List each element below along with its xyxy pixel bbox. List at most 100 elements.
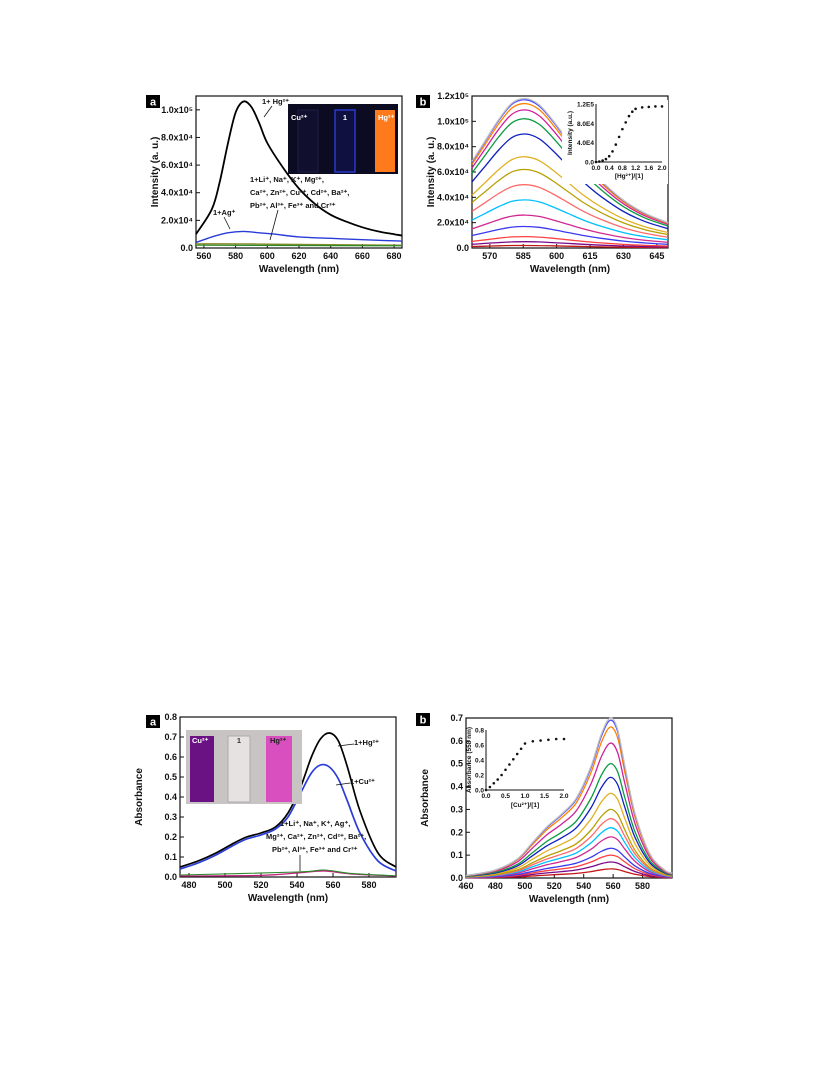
inset-x-tick-label: 1.2	[631, 165, 640, 172]
inset-data-point	[515, 752, 519, 756]
titration-curve	[471, 156, 669, 234]
figures.2.chart_data-x-axis-label: Wavelength (nm)	[248, 893, 328, 904]
inset-data-point	[562, 737, 566, 741]
series-line-hg	[195, 100, 403, 237]
inset-data-point	[508, 763, 511, 766]
figures.3.chart_data-x-tick-label: 560	[606, 881, 621, 891]
inset-x-tick-label: 0.5	[501, 793, 510, 800]
photo-label-cu: Cu²⁺	[192, 736, 208, 745]
inset-titration-cu: 0.0 0.5 1.0 1.5 2.0 0.0 0.2 0.4 0.6 0.8 [Cu²⁺]/[1]…	[466, 727, 569, 809]
panel-label-b: b	[420, 97, 427, 109]
figures.2.chart_data-x-tick-label: 540	[289, 880, 304, 890]
inset-data-point	[519, 747, 523, 751]
titration-curve	[465, 762, 673, 877]
series-line-baseline-green	[179, 869, 397, 877]
inset-y-tick-label: 8.0E4	[577, 121, 594, 128]
titration-curve	[465, 792, 673, 878]
figures.3.chart_data-y-tick-label: 0.1	[450, 850, 463, 860]
figures.0.chart_data-y-tick-label: 0.0	[180, 243, 193, 253]
inset-data-point	[598, 160, 601, 163]
figures.0.chart_data-y-tick-label: 2.0x10⁴	[161, 215, 193, 225]
inset-y-axis-label: Intensity (a.u.)	[567, 111, 574, 155]
figures.1.chart_data-x-tick-label: 585	[516, 251, 531, 261]
inset-y-tick-label: 0.0	[585, 160, 594, 167]
photo-inset-absorbance: Cu²⁺ 1 Hg²⁺	[186, 730, 302, 804]
inset-data-point	[496, 778, 500, 781]
figures.2.chart_data-y-tick-label: 0.7	[164, 732, 177, 742]
figures.1.chart_data-y-tick-label: 1.2x10⁵	[437, 91, 469, 101]
titration-curve	[465, 776, 673, 878]
figures.2.chart_data-y-tick-label: 0.5	[164, 772, 177, 782]
figures.2.chart_data-y-tick-label: 0.0	[164, 872, 177, 882]
figures.1.chart_data-x-tick-label: 630	[616, 251, 631, 261]
titration-curve	[471, 97, 669, 224]
series-line-baseline	[195, 244, 403, 247]
figures.0.chart_data-x-tick-label: 620	[291, 251, 306, 261]
inset-y-axis-label: Absorbance (558 nm)	[466, 727, 473, 793]
inset-titration-hg: 0.0 0.4 0.8 1.2 1.6 2.0 0.0 4.0E4 8.0E4 1.2E5 [Hg²…	[562, 100, 668, 184]
figures.2.chart_data-x-tick-label: 520	[253, 880, 268, 890]
figures.1.chart_data-y-tick-label: 2.0x10⁴	[437, 218, 469, 228]
inset-data-point	[640, 106, 644, 109]
inset-y-tick-label: 4.0E4	[577, 140, 594, 147]
inset-data-point	[523, 742, 527, 745]
photo-inset-fluorescence: Cu²⁺ 1 Hg²⁺	[288, 104, 398, 174]
panel-label-a-bg	[146, 95, 160, 108]
figures.0.chart_data-x-tick-label: 580	[228, 251, 243, 261]
photo-label-1: 1	[343, 113, 347, 122]
inset-data-point	[604, 157, 608, 161]
figures.3.chart_data-y-axis-label: Absorbance	[420, 769, 431, 827]
figures.1.chart_data-x-tick-label: 600	[549, 251, 564, 261]
panel-bottom-left-absorbance: 480 500 520 540 560 580 0.0 0.1 0.2 0.3 0.4 0.5 0.6 0…	[134, 712, 397, 904]
inset-y-tick-label: 0.4	[475, 758, 484, 765]
inset-y-tick-label: 0.2	[475, 773, 484, 780]
inset-data-point	[611, 150, 614, 153]
figures.0.chart_data-x-tick-label: 600	[260, 251, 275, 261]
vial-hg	[266, 736, 292, 802]
panel-label-a-absorbance-bg	[146, 715, 160, 728]
inset-data-point	[617, 135, 621, 139]
figures.0.chart_data-y-tick-label: 4.0x10⁴	[161, 188, 193, 198]
inset-data-point	[554, 737, 558, 741]
titration-curve	[465, 854, 673, 879]
annotation-others-line1: 1+Li⁺, Na⁺, K⁺, Mg²⁺,	[250, 175, 324, 184]
inset-data-point	[531, 739, 535, 743]
figures.2.chart_data-x-tick-label: 500	[217, 880, 232, 890]
figures.0.chart_data-x-tick-label: 660	[355, 251, 370, 261]
inset-data-point	[627, 114, 631, 118]
panel-bottom-right-absorbance-titration: 460 480 500 520 540 560 5800.00.10.20.30.40.50…	[416, 713, 673, 905]
figures.3.chart_data-y-tick-label: 0.4	[450, 782, 463, 792]
inset-data-point	[614, 143, 618, 146]
inset-data-point	[492, 781, 496, 785]
titration-curve	[465, 861, 673, 879]
inset-y-tick-label: 1.2E5	[577, 102, 594, 109]
vial-cu	[190, 736, 214, 802]
inset-data-point	[621, 127, 624, 131]
figures.1.chart_data-x-tick-label: 570	[482, 251, 497, 261]
figures.1.chart_data-x-axis-label: Wavelength (nm)	[530, 264, 610, 275]
titration-curve	[471, 109, 669, 226]
panel-label-b-bg	[416, 95, 430, 108]
vial-cu	[297, 109, 319, 173]
figures.0.chart_data-y-tick-label: 8.0x10⁴	[161, 132, 193, 142]
vial-hg	[375, 110, 395, 172]
figures.1.chart_data-x-tick-label: 615	[583, 251, 598, 261]
inset-data-point	[539, 739, 542, 742]
photo-label-1: 1	[237, 736, 241, 745]
figures.2.chart_data-y-tick-label: 0.6	[164, 752, 177, 762]
figures.1.chart_data-y-axis-label: Intensity (a. u.)	[426, 137, 437, 208]
photo-label-hg: Hg²⁺	[270, 736, 286, 745]
annotation-hg: 1+ Hg²⁺	[262, 97, 289, 106]
annotation-others-line3: Pb²⁺, Al³⁺, Fe³⁺ and Cr³⁺	[250, 201, 336, 210]
figures.3.chart_data-x-tick-label: 520	[547, 881, 562, 891]
figures.2.chart_data-x-tick-label: 580	[361, 880, 376, 890]
annotation-arrow-hg	[337, 743, 355, 747]
inset-data-point	[660, 105, 664, 108]
inset-data-point	[654, 105, 657, 108]
inset-y-tick-label: 0.6	[475, 743, 484, 750]
inset-data-point	[594, 160, 598, 164]
figures.3.chart_data-x-tick-label: 480	[488, 881, 503, 891]
annotation-hg: 1+Hg²⁺	[354, 738, 379, 747]
inset-x-tick-label: 1.0	[520, 793, 529, 800]
titration-curve	[471, 102, 669, 225]
